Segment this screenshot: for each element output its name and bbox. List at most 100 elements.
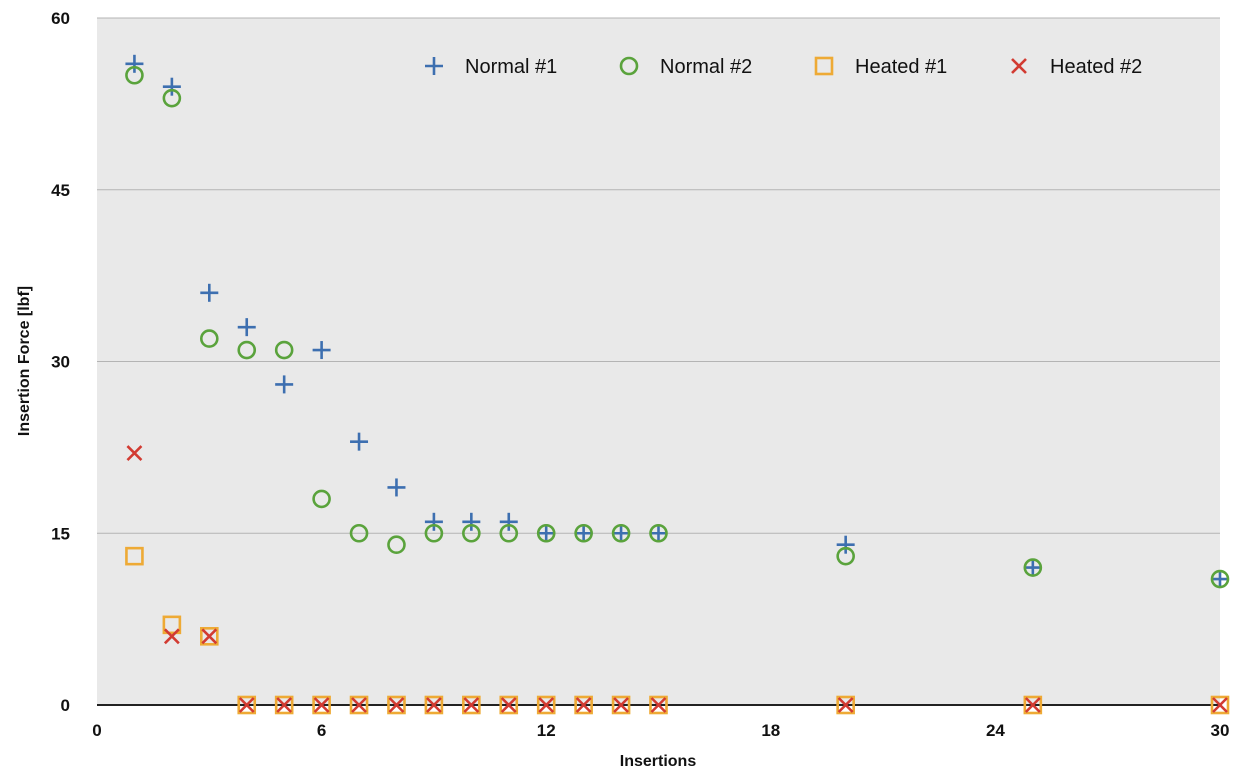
- x-tick-label: 12: [537, 721, 556, 740]
- data-point-plus: [1211, 570, 1229, 589]
- y-tick-label: 60: [51, 9, 70, 28]
- data-point-circle: [1210, 569, 1230, 589]
- legend-marker-circle: [619, 56, 639, 76]
- data-point-square: [649, 695, 668, 715]
- y-tick-label: 30: [51, 353, 70, 372]
- legend-marker-x: [1011, 58, 1027, 74]
- legend-item: Heated #1: [814, 56, 947, 78]
- data-point-x: [650, 697, 667, 713]
- data-point-circle: [574, 523, 593, 543]
- y-axis-title: Insertion Force [lbf]: [16, 286, 33, 436]
- data-point-plus: [424, 512, 443, 531]
- data-point-x: [388, 697, 405, 713]
- data-point-square: [536, 695, 556, 715]
- data-point-circle: [200, 329, 219, 348]
- data-point-square: [424, 695, 444, 715]
- series-plus: [125, 54, 1229, 589]
- data-point-square: [574, 695, 593, 715]
- data-point-circle: [424, 523, 444, 543]
- legend-item: Normal #2: [619, 56, 752, 78]
- data-point-plus: [275, 375, 294, 394]
- data-point-circle: [162, 88, 182, 108]
- legend-label: Normal #1: [465, 56, 557, 78]
- data-point-square: [1210, 695, 1230, 715]
- data-point-plus: [162, 77, 181, 96]
- y-tick-label: 15: [51, 524, 70, 543]
- x-axis-ticks: 0 6 12 18 24 30: [92, 721, 1229, 740]
- data-point-square: [836, 695, 855, 715]
- legend-item: Normal #1: [425, 56, 557, 78]
- data-point-x: [463, 697, 480, 713]
- data-point-plus: [125, 54, 144, 73]
- data-point-x: [538, 697, 555, 713]
- data-point-circle: [499, 523, 519, 543]
- data-point-x: [1212, 697, 1228, 713]
- data-point-circle: [274, 340, 294, 360]
- data-point-plus: [350, 432, 369, 451]
- data-point-x: [837, 697, 854, 713]
- data-point-square: [200, 626, 219, 646]
- data-point-x: [276, 697, 293, 713]
- data-point-square: [611, 695, 631, 715]
- data-point-circle: [237, 340, 257, 360]
- data-point-x: [575, 697, 592, 713]
- data-point-x: [500, 697, 517, 713]
- x-tick-label: 18: [761, 721, 780, 740]
- data-point-square: [462, 695, 481, 715]
- x-tick-label: 24: [986, 721, 1005, 740]
- data-point-circle: [125, 65, 144, 85]
- data-point-circle: [836, 546, 855, 566]
- data-point-x: [313, 697, 330, 713]
- x-tick-label: 30: [1211, 721, 1230, 740]
- y-tick-label: 0: [61, 696, 70, 715]
- data-point-x: [201, 628, 218, 645]
- data-point-x: [126, 445, 143, 462]
- data-point-x: [351, 697, 367, 713]
- data-point-plus: [387, 478, 406, 497]
- x-tick-label: 6: [317, 721, 326, 740]
- data-series: [125, 54, 1230, 715]
- data-point-square: [125, 546, 144, 566]
- y-tick-label: 45: [51, 181, 70, 200]
- legend-label: Heated #1: [855, 56, 947, 78]
- legend-marker-plus: [425, 57, 443, 75]
- data-point-plus: [574, 524, 593, 543]
- data-point-circle: [312, 489, 331, 509]
- data-point-plus: [237, 318, 256, 337]
- data-point-plus: [462, 512, 481, 531]
- data-point-square: [162, 615, 182, 635]
- legend-label: Normal #2: [660, 56, 752, 78]
- data-point-plus: [499, 512, 518, 531]
- data-point-square: [349, 695, 369, 715]
- x-tick-label: 0: [92, 721, 101, 740]
- legend-item: Heated #2: [1011, 56, 1142, 78]
- legend: Normal #1 Normal #2 Heated #1 Heated #2: [425, 56, 1142, 78]
- data-point-plus: [836, 535, 855, 554]
- data-point-circle: [649, 523, 668, 543]
- data-point-plus: [200, 283, 219, 302]
- data-point-circle: [536, 523, 556, 543]
- data-point-circle: [462, 523, 481, 543]
- legend-label: Heated #2: [1050, 56, 1142, 78]
- data-point-x: [238, 697, 255, 713]
- data-point-plus: [1023, 558, 1042, 577]
- data-point-circle: [387, 535, 406, 555]
- data-point-plus: [537, 524, 556, 543]
- data-point-circle: [1023, 558, 1043, 577]
- data-point-x: [163, 628, 180, 645]
- series-circle: [125, 65, 1230, 589]
- series-square: [125, 546, 1230, 715]
- data-point-plus: [312, 341, 331, 360]
- y-axis-ticks: 0 15 30 45 60: [51, 9, 70, 715]
- data-point-circle: [349, 523, 369, 543]
- data-point-x: [425, 697, 442, 713]
- x-axis-title: Insertions: [620, 753, 697, 770]
- data-point-square: [274, 695, 294, 715]
- legend-marker-square: [814, 56, 834, 76]
- data-point-plus: [612, 524, 631, 543]
- data-point-square: [1023, 695, 1043, 715]
- data-point-square: [499, 695, 519, 715]
- series-x: [126, 445, 1228, 713]
- data-point-square: [237, 695, 257, 715]
